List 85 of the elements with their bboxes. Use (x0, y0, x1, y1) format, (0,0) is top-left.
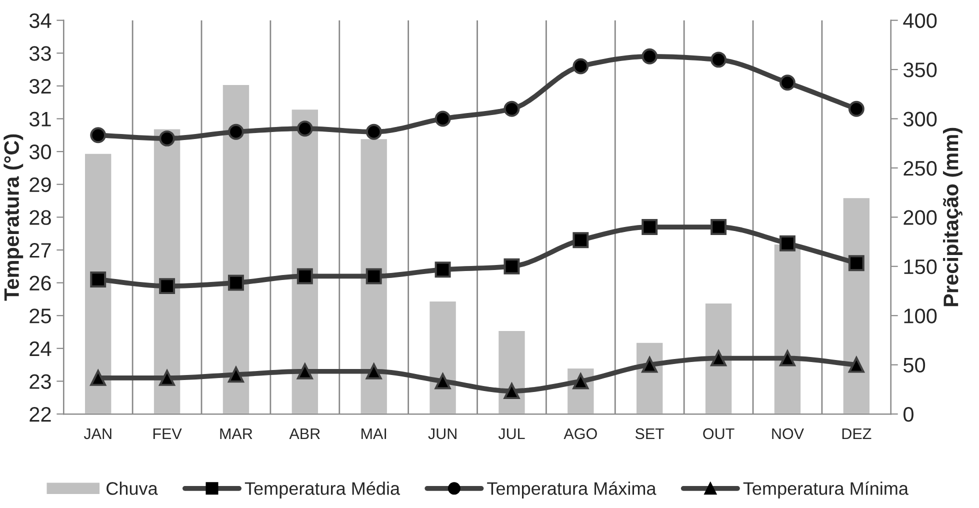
point (228, 274, 244, 291)
point (504, 258, 520, 274)
bar (704, 302, 734, 414)
point (572, 232, 589, 248)
bar (84, 152, 113, 414)
point (779, 74, 796, 91)
point (642, 48, 658, 64)
y-tick-label: 26 (30, 276, 51, 291)
y-tick-label: 33 (29, 46, 51, 61)
point (572, 58, 589, 74)
y2-tick-label: 300 (903, 112, 937, 126)
point (90, 127, 106, 144)
point (779, 350, 796, 366)
point (90, 370, 106, 386)
y-tick-label: 27 (30, 242, 51, 258)
x-tick-label: MAR (220, 428, 252, 439)
x-tick-label: JUN (428, 428, 456, 440)
bar (221, 84, 250, 414)
y2-tick-label: 50 (904, 358, 926, 373)
x-tick-label: JAN (84, 428, 112, 440)
y2-tick-label: 350 (903, 62, 937, 78)
legend-label: Temperatura Média (244, 481, 400, 498)
legend-label: Temperatura Mínima (743, 481, 908, 498)
point (296, 363, 313, 380)
x-tick-label: JUL (498, 428, 525, 440)
x-tick-label: OUT (703, 428, 734, 440)
point (434, 373, 451, 390)
point (366, 124, 382, 140)
point (434, 262, 451, 278)
y-axis-title: Temperatura (°C) (4, 134, 24, 301)
point (90, 272, 106, 288)
bar (359, 138, 388, 414)
y-tick-label: 32 (29, 78, 51, 94)
y-tick-label: 34 (29, 13, 52, 28)
y-tick-label: 23 (30, 374, 51, 389)
y2-tick-label: 250 (904, 160, 937, 176)
bar (428, 300, 458, 414)
point (779, 235, 796, 252)
point (434, 110, 451, 127)
x-tick-label: NOV (772, 428, 804, 440)
y-tick-label: 22 (30, 407, 51, 422)
y-tick-label: 29 (30, 177, 51, 192)
point (296, 120, 313, 137)
bar (290, 108, 320, 414)
point (366, 363, 382, 380)
point (710, 350, 727, 366)
y-tick-label: 30 (29, 144, 52, 160)
y2-tick-label: 0 (904, 407, 914, 422)
point (159, 370, 176, 386)
x-tick-label: DEZ (842, 428, 872, 439)
point (848, 356, 864, 373)
point (848, 255, 864, 272)
legend-label: Chuva (106, 482, 158, 495)
bar (842, 196, 871, 414)
point (710, 52, 727, 68)
point (159, 278, 176, 294)
y-tick-label: 28 (30, 210, 51, 225)
y2-axis-title: Precipitação (mm) (943, 128, 962, 306)
bar (773, 243, 802, 414)
y2-tick-label: 150 (904, 259, 937, 274)
point (504, 383, 520, 400)
point (296, 268, 313, 284)
y2-tick-label: 200 (904, 210, 937, 225)
point (572, 373, 589, 390)
y2-tick-label: 100 (904, 308, 937, 324)
x-tick-label: ABR (289, 428, 320, 439)
point (228, 124, 244, 140)
point (642, 356, 658, 373)
x-tick-label: AGO (564, 428, 597, 440)
legend-label: Temperatura Máxima (487, 481, 656, 498)
y-tick-label: 31 (29, 112, 51, 126)
point (642, 219, 658, 235)
x-tick-label: SET (635, 428, 664, 440)
x-tick-label: MAI (362, 428, 386, 439)
y-tick-label: 25 (30, 308, 51, 324)
y2-tick-label: 400 (903, 13, 937, 28)
point (848, 100, 864, 117)
point (228, 366, 244, 383)
y-tick-label: 24 (30, 341, 52, 356)
x-tick-label: FEV (153, 428, 182, 439)
point (504, 100, 520, 117)
bar (152, 128, 182, 414)
point (159, 130, 176, 146)
point (366, 268, 382, 284)
point (710, 219, 727, 235)
